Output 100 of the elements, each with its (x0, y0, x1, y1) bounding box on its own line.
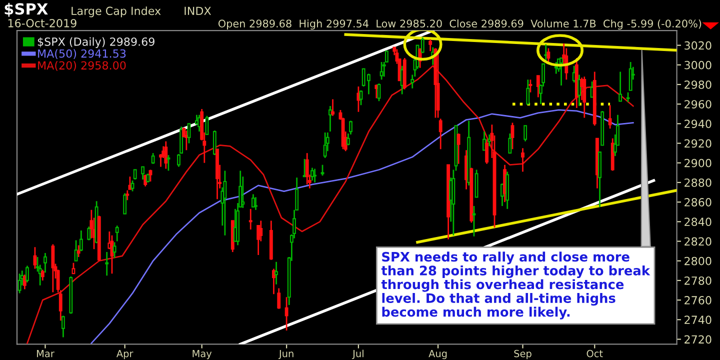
candlestick (331, 98, 334, 117)
candlestick (539, 84, 542, 105)
y-tick-label: 2820 (684, 237, 712, 246)
candlestick (184, 130, 188, 151)
legend-label: $SPX (Daily) 2989.69 (38, 37, 154, 48)
x-tick-label: Mar (37, 350, 54, 358)
candlestick (374, 84, 378, 99)
y-tick-label: 2900 (684, 158, 712, 168)
candlestick (305, 152, 309, 186)
candlestick (112, 242, 116, 259)
candlestick (524, 124, 528, 142)
candlestick (510, 122, 514, 150)
candlestick (284, 296, 288, 332)
candlestick (626, 92, 630, 103)
y-tick-label: 2720 (684, 335, 712, 344)
candlestick (582, 76, 586, 119)
candlestick (18, 272, 22, 294)
candlestick (187, 122, 191, 144)
candlestick (251, 194, 255, 208)
candlestick (456, 132, 460, 165)
candlestick (310, 167, 314, 182)
candlestick (44, 252, 47, 274)
candlestick (223, 170, 227, 236)
candlestick (277, 288, 281, 310)
candlestick (61, 315, 65, 338)
candlestick (166, 154, 170, 172)
candlestick (87, 226, 91, 241)
candlestick (377, 82, 381, 102)
candlestick (105, 251, 109, 276)
x-tick-label: Aug (428, 350, 447, 360)
candlestick (254, 196, 258, 211)
candlestick (248, 208, 252, 230)
candlestick (141, 166, 144, 180)
candlestick (148, 169, 152, 182)
y-tick-label: 2860 (684, 198, 712, 206)
candlestick (272, 268, 276, 295)
candlestick (123, 192, 127, 215)
chart-title: $SPX (4, 2, 48, 17)
candlestick (128, 176, 132, 190)
candlestick (618, 71, 622, 102)
candlestick (313, 168, 317, 184)
candlestick (608, 104, 612, 130)
x-tick-label: Jul (352, 350, 364, 360)
annotation: SPX needs to rally and close more than 28 points higher today to break through this overhead resistance level. Do that and all-time highs become much more likely. (381, 252, 650, 320)
y-tick-label: 2980 (684, 80, 712, 89)
candlestick (133, 169, 137, 180)
candlestick (115, 224, 119, 242)
candlestick (40, 268, 44, 282)
candlestick (349, 120, 352, 136)
candlestick (320, 164, 324, 176)
x-tick-label: Apr (116, 350, 134, 360)
candlestick (328, 105, 332, 132)
y-tick-label: 2940 (684, 120, 712, 128)
legend-label: MA(20) 2958.00 (38, 61, 126, 71)
x-tick-label: Jun (278, 350, 294, 360)
x-tick-label: Sep (514, 350, 532, 360)
candlestick (33, 246, 37, 270)
y-tick-label: 2740 (684, 316, 712, 324)
candlestick (485, 138, 489, 165)
text: INDX (184, 6, 212, 15)
candlestick (560, 57, 563, 86)
candlestick (528, 78, 532, 94)
text: 16-Oct-2019 (8, 18, 76, 28)
y-tick-label: 2880 (684, 178, 712, 187)
y-tick-label: 3000 (684, 60, 712, 70)
candlestick (508, 132, 512, 154)
candlestick (544, 44, 548, 63)
candlestick (151, 152, 155, 165)
candlestick (526, 78, 530, 105)
candlestick (22, 274, 26, 290)
y-tick-label: 2960 (684, 100, 712, 108)
candlestick (536, 74, 540, 98)
candlestick (323, 132, 327, 159)
y-tick-label: 2800 (684, 256, 712, 266)
candlestick (578, 74, 581, 107)
y-tick-label: 3020 (684, 41, 712, 50)
candlestick (212, 130, 216, 156)
y-tick-label: 2760 (684, 296, 712, 304)
candlestick (380, 61, 384, 80)
x-tick-label: May (192, 350, 212, 360)
candlestick (472, 205, 476, 238)
candlestick (628, 61, 632, 92)
y-tick-label: 2920 (684, 139, 712, 148)
candlestick (130, 180, 134, 192)
candlestick (72, 262, 76, 274)
y-tick-label: 2780 (684, 276, 712, 285)
candlestick (546, 48, 550, 64)
candlestick (51, 244, 55, 293)
y-tick-label: 2840 (684, 218, 712, 226)
legend-label: MA(50) 2941.53 (38, 49, 126, 60)
candlestick (256, 224, 260, 256)
candlestick (76, 244, 80, 258)
chart-subtitle: Large Cap Index (72, 6, 161, 18)
candlestick (420, 36, 424, 54)
text: Open 2989.68 High 2997.54 Low 2985.20 Close 2989.69 Volume 1.7B Chg -5.99 (-0.20%) (218, 19, 702, 30)
candlestick (474, 169, 478, 198)
candlestick (438, 118, 442, 150)
candlestick (126, 190, 130, 201)
x-tick-label: Oct (586, 350, 603, 358)
candlestick (521, 147, 524, 172)
